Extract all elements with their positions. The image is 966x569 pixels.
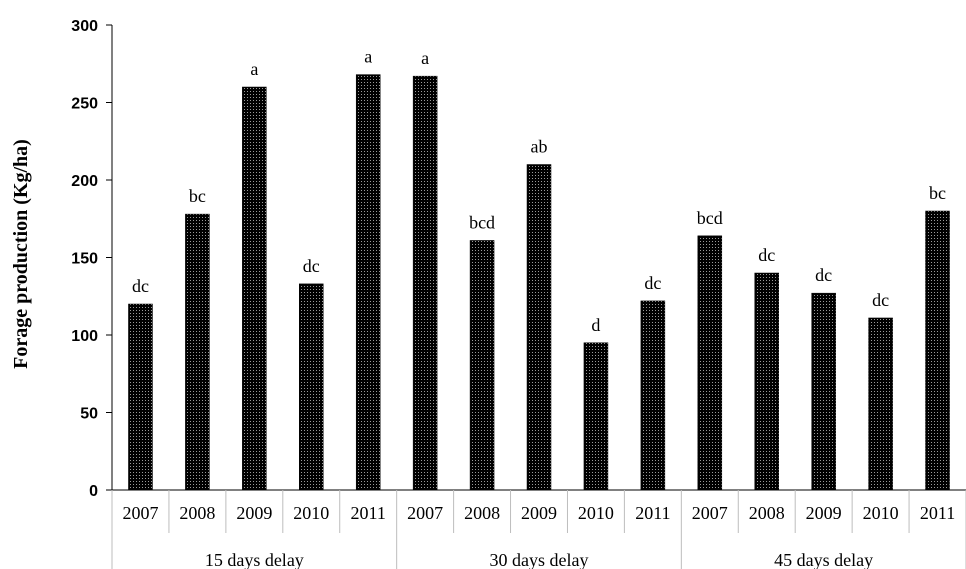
data-labels: dc bc a dc a a bcd ab d dc bcd dc dc dc bc [132, 47, 946, 335]
data-label: bc [189, 186, 206, 206]
data-label: dc [132, 276, 149, 296]
bar [469, 240, 495, 491]
data-label: a [250, 59, 258, 79]
x-tick-label: 2008 [464, 503, 500, 523]
data-label: dc [758, 245, 775, 265]
bar [754, 272, 779, 491]
bar [128, 303, 153, 491]
data-label: dc [303, 256, 320, 276]
x-tick-label: 2007 [692, 503, 728, 523]
bar [640, 300, 666, 491]
x-tick-label: 2009 [806, 503, 842, 523]
data-label: d [591, 315, 600, 335]
bar [299, 283, 324, 491]
data-label: ab [531, 137, 548, 157]
bar [811, 292, 836, 491]
x-tick-label: 2009 [521, 503, 557, 523]
y-tick-label: 300 [71, 18, 98, 35]
x-tick-label: 2011 [351, 503, 386, 523]
y-axis-title: Forage production (Kg/ha) [10, 139, 32, 369]
y-tick-label: 50 [80, 406, 98, 423]
y-tick-label: 250 [71, 96, 98, 113]
bars [128, 74, 950, 491]
axes: 0 50 100 150 200 250 300 15 days delay 30 days d… [71, 18, 966, 569]
data-label: bcd [697, 208, 723, 228]
x-tick-label: 2008 [179, 503, 215, 523]
data-label: dc [644, 273, 661, 293]
data-label: dc [815, 265, 832, 285]
y-tick-label: 0 [89, 483, 98, 500]
bar [868, 317, 893, 491]
data-label: a [421, 48, 429, 68]
bar [526, 164, 552, 491]
group-label: 15 days delay [205, 550, 304, 569]
y-tick-label: 100 [71, 328, 98, 345]
bar [242, 86, 267, 491]
x-tick-label: 2009 [236, 503, 272, 523]
bar [697, 235, 723, 491]
bar [355, 74, 381, 491]
group-label: 30 days delay [490, 550, 589, 569]
data-label: dc [872, 290, 889, 310]
x-tick-label: 2011 [920, 503, 955, 523]
x-tick-label: 2010 [293, 503, 329, 523]
bar [412, 75, 438, 491]
data-label: bcd [469, 212, 495, 232]
data-label: a [364, 47, 372, 67]
bar [925, 210, 950, 491]
x-tick-label: 2010 [578, 503, 614, 523]
x-tick-label: 2008 [749, 503, 785, 523]
bar [583, 342, 609, 491]
y-tick-label: 200 [71, 173, 98, 190]
x-tick-label: 2007 [407, 503, 443, 523]
x-tick-label: 2010 [863, 503, 899, 523]
data-label: bc [929, 183, 946, 203]
group-label: 45 days delay [774, 550, 873, 569]
x-tick-label: 2007 [122, 503, 158, 523]
x-tick-label: 2011 [635, 503, 670, 523]
y-tick-label: 150 [71, 251, 98, 268]
bar [185, 213, 210, 491]
